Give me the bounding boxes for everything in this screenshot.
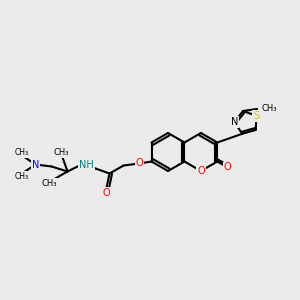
Text: CH₃: CH₃ xyxy=(54,148,69,157)
Text: CH₃: CH₃ xyxy=(14,172,28,181)
Text: CH₃: CH₃ xyxy=(14,148,28,157)
Text: CH₃: CH₃ xyxy=(261,104,277,113)
Text: O: O xyxy=(224,163,232,172)
Text: NH: NH xyxy=(79,160,94,170)
Text: O: O xyxy=(197,166,205,176)
Text: CH₃: CH₃ xyxy=(42,179,57,188)
Text: N: N xyxy=(231,117,238,127)
Text: O: O xyxy=(197,166,205,176)
Text: S: S xyxy=(253,111,260,121)
Text: O: O xyxy=(103,188,110,197)
Text: N: N xyxy=(32,160,39,170)
Text: O: O xyxy=(136,158,143,169)
